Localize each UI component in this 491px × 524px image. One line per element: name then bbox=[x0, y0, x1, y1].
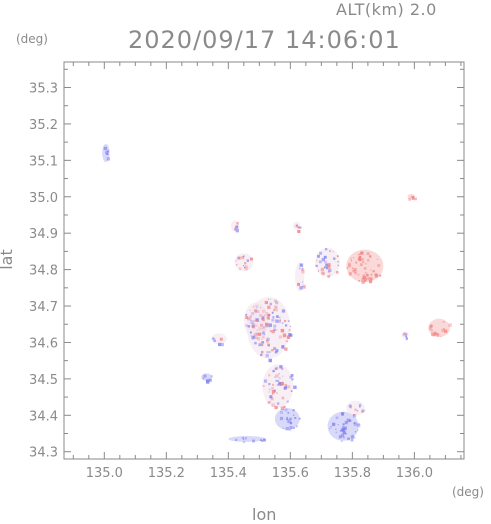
y-tick-label: 34.9 bbox=[29, 227, 58, 242]
echo-region bbox=[407, 193, 417, 201]
x-axis-unit: (deg) bbox=[452, 485, 484, 499]
echo-region bbox=[346, 400, 366, 418]
echo-region bbox=[327, 411, 361, 443]
echo-region bbox=[234, 253, 254, 272]
echo-region bbox=[274, 408, 301, 431]
x-tick-label: 135.4 bbox=[210, 466, 247, 481]
y-tick-label: 35.2 bbox=[29, 118, 58, 133]
echo-region bbox=[401, 331, 409, 341]
echo-region bbox=[262, 364, 297, 411]
echo-layer bbox=[102, 143, 452, 444]
y-tick-label: 34.5 bbox=[29, 373, 58, 388]
y-tick-label: 35.1 bbox=[29, 154, 58, 169]
echo-region bbox=[230, 220, 239, 233]
echo-region bbox=[201, 373, 213, 384]
echo-region bbox=[102, 143, 111, 163]
echo-region bbox=[346, 249, 384, 284]
echo-region bbox=[228, 436, 266, 444]
echo-region bbox=[292, 221, 302, 234]
altitude-label: ALT(km) 2.0 bbox=[336, 0, 437, 19]
echo-region bbox=[243, 302, 270, 341]
echo-region bbox=[295, 262, 306, 292]
y-tick-label: 34.8 bbox=[29, 264, 58, 279]
x-tick-label: 136.0 bbox=[396, 466, 433, 481]
x-tick-label: 135.2 bbox=[148, 466, 185, 481]
y-tick-label: 35.0 bbox=[29, 191, 58, 206]
y-tick-label: 35.3 bbox=[29, 81, 58, 96]
y-tick-label: 34.6 bbox=[29, 336, 58, 351]
axis-ticks: 135.0 135.2 135.4 135.6 135.8 136.0 34.3 34.4 34… bbox=[29, 62, 464, 481]
y-tick-label: 34.7 bbox=[29, 300, 58, 315]
y-tick-label: 34.3 bbox=[29, 446, 58, 461]
plot-frame bbox=[63, 61, 465, 460]
x-tick-label: 135.0 bbox=[86, 466, 123, 481]
echo-region bbox=[315, 247, 340, 278]
timestamp-title: 2020/09/17 14:06:01 bbox=[128, 26, 401, 54]
echo-region bbox=[428, 318, 452, 337]
y-axis-unit: (deg) bbox=[16, 32, 48, 46]
y-tick-label: 34.4 bbox=[29, 409, 58, 424]
echo-region bbox=[211, 333, 227, 347]
x-tick-label: 135.6 bbox=[272, 466, 309, 481]
x-tick-label: 135.8 bbox=[334, 466, 371, 481]
x-axis-label: lon bbox=[252, 505, 277, 524]
